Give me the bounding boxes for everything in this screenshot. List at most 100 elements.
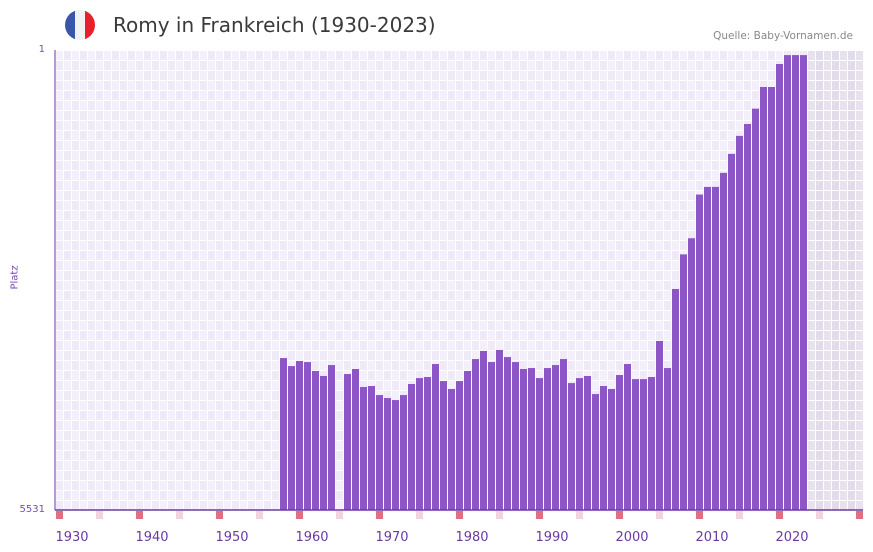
grid-cell <box>344 151 351 160</box>
grid-cell <box>592 101 599 110</box>
grid-cell <box>288 251 295 260</box>
grid-cell <box>560 341 567 350</box>
grid-cell <box>856 121 863 130</box>
grid-cell <box>112 261 119 270</box>
grid-cell <box>104 131 111 140</box>
grid-cell <box>152 61 159 70</box>
grid-cell <box>240 291 247 300</box>
grid-cell <box>568 81 575 90</box>
grid-cell <box>632 111 639 120</box>
grid-cell <box>216 421 223 430</box>
grid-cell <box>272 351 279 360</box>
grid-cell <box>512 61 519 70</box>
grid-cell <box>112 491 119 500</box>
grid-cell <box>320 101 327 110</box>
grid-cell <box>184 421 191 430</box>
grid-cell <box>576 271 583 280</box>
grid-cell <box>328 171 335 180</box>
grid-cell <box>848 461 855 470</box>
grid-cell <box>656 191 663 200</box>
grid-cell <box>448 311 455 320</box>
grid-cell <box>488 341 495 350</box>
grid-cell <box>128 121 135 130</box>
grid-cell <box>272 311 279 320</box>
grid-cell <box>488 51 495 60</box>
grid-cell <box>64 161 71 170</box>
grid-cell <box>648 241 655 250</box>
grid-cell <box>280 301 287 310</box>
grid-cell <box>152 231 159 240</box>
grid-cell <box>504 241 511 250</box>
grid-cell <box>696 131 703 140</box>
grid-cell <box>120 271 127 280</box>
grid-cell <box>480 251 487 260</box>
grid-cell <box>136 231 143 240</box>
grid-cell <box>816 361 823 370</box>
grid-cell <box>304 101 311 110</box>
grid-cell <box>128 371 135 380</box>
grid-cell <box>344 61 351 70</box>
grid-cell <box>200 241 207 250</box>
grid-cell <box>56 171 63 180</box>
grid-cell <box>104 361 111 370</box>
grid-cell <box>256 411 263 420</box>
grid-cell <box>152 421 159 430</box>
grid-cell <box>528 191 535 200</box>
grid-cell <box>608 191 615 200</box>
grid-cell <box>280 321 287 330</box>
grid-cell <box>96 451 103 460</box>
grid-cell <box>816 251 823 260</box>
grid-cell <box>88 191 95 200</box>
bar-2005 <box>656 340 663 510</box>
grid-cell <box>144 271 151 280</box>
grid-cell <box>512 341 519 350</box>
grid-cell <box>432 271 439 280</box>
grid-cell <box>200 501 207 510</box>
grid-cell <box>320 111 327 120</box>
grid-cell <box>184 401 191 410</box>
grid-cell <box>104 381 111 390</box>
grid-cell <box>176 201 183 210</box>
grid-cell <box>120 171 127 180</box>
grid-cell <box>216 251 223 260</box>
grid-cell <box>824 281 831 290</box>
grid-cell <box>152 321 159 330</box>
grid-cell <box>808 261 815 270</box>
grid-cell <box>808 91 815 100</box>
grid-cell <box>224 111 231 120</box>
grid-cell <box>504 351 511 360</box>
grid-cell <box>384 241 391 250</box>
grid-cell <box>560 241 567 250</box>
grid-cell <box>160 171 167 180</box>
grid-cell <box>648 331 655 340</box>
grid-cell <box>192 481 199 490</box>
grid-cell <box>640 91 647 100</box>
grid-cell <box>296 201 303 210</box>
grid-cell <box>360 121 367 130</box>
grid-cell <box>512 151 519 160</box>
grid-cell <box>168 71 175 80</box>
grid-cell <box>120 281 127 290</box>
grid-cell <box>656 111 663 120</box>
grid-cell <box>856 471 863 480</box>
grid-cell <box>168 111 175 120</box>
grid-cell <box>320 171 327 180</box>
source-link[interactable]: Quelle: Baby-Vornamen.de <box>713 30 853 42</box>
grid-cell <box>424 301 431 310</box>
grid-cell <box>816 331 823 340</box>
grid-cell <box>376 91 383 100</box>
grid-cell <box>360 141 367 150</box>
grid-cell <box>632 131 639 140</box>
grid-cell <box>224 141 231 150</box>
grid-cell <box>744 101 751 110</box>
grid-cell <box>640 51 647 60</box>
grid-cell <box>360 91 367 100</box>
grid-cell <box>480 211 487 220</box>
grid-cell <box>320 251 327 260</box>
grid-cell <box>144 61 151 70</box>
grid-cell <box>200 161 207 170</box>
grid-cell <box>336 241 343 250</box>
grid-cell <box>240 111 247 120</box>
grid-cell <box>128 341 135 350</box>
grid-cell <box>672 251 679 260</box>
